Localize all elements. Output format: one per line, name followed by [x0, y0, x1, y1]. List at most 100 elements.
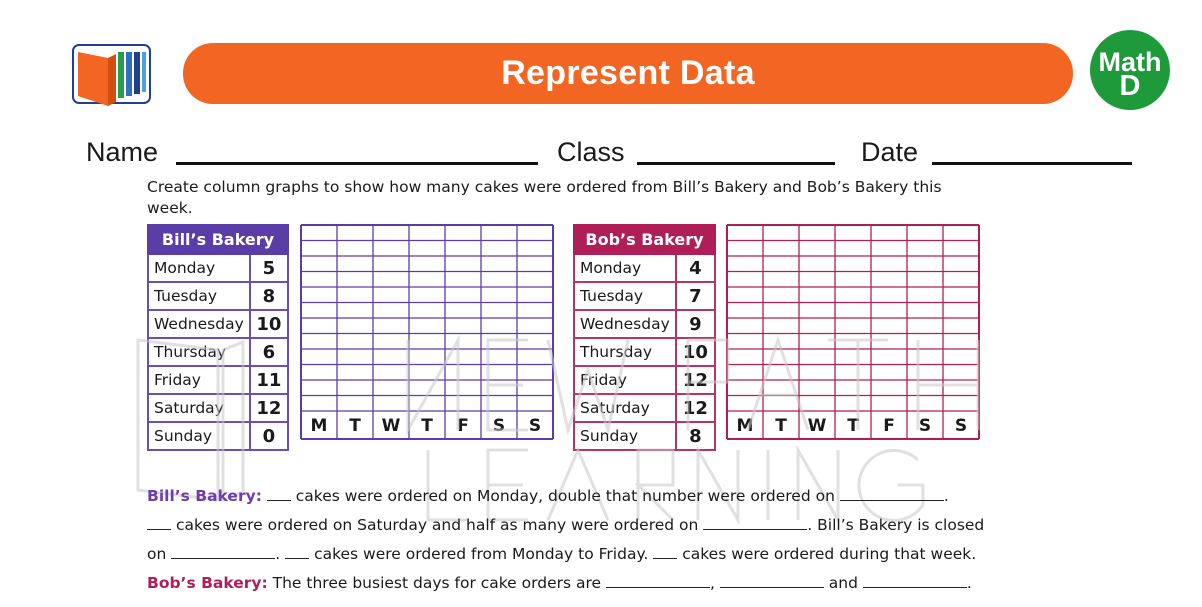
class-label: Class [557, 137, 625, 167]
value-cell: 8 [674, 421, 717, 451]
class-field[interactable] [637, 162, 835, 165]
subject-badge: Math D [1090, 30, 1170, 110]
name-field[interactable] [176, 162, 538, 165]
bill-bakery-table: Bill’s Bakery Monday 5 Tuesday 8 Wednesday 10… [147, 224, 290, 451]
answer-blank[interactable] [703, 515, 808, 530]
badge-level: D [1119, 70, 1141, 102]
title-banner: Represent Data [183, 43, 1073, 104]
question-line-3: on . cakes were ordered from Monday to F… [147, 544, 976, 563]
grid-day-label: S [918, 416, 932, 436]
day-cell: Wednesday [573, 309, 677, 339]
table-row: Thursday 10 [573, 337, 717, 367]
question-text: . [275, 545, 281, 563]
page-title: Represent Data [501, 54, 755, 92]
day-cell: Tuesday [573, 281, 677, 311]
value-cell: 12 [674, 365, 717, 395]
table-row: Thursday 6 [147, 337, 290, 367]
grid-day-label: S [528, 416, 542, 436]
answer-blank[interactable] [266, 486, 291, 501]
table-row: Wednesday 9 [573, 309, 717, 339]
value-cell: 7 [674, 281, 717, 311]
table-row: Sunday 0 [147, 421, 290, 451]
grid-day-label: T [349, 416, 361, 436]
bob-bakery-table: Bob’s Bakery Monday 4 Tuesday 7 Wednesday 9 Th… [573, 224, 717, 451]
question-text: cakes were ordered on Monday, double tha… [295, 487, 835, 505]
day-cell: Monday [147, 253, 251, 283]
question-line-1: Bill’s Bakery: cakes were ordered on Mon… [147, 486, 949, 505]
day-cell: Monday [573, 253, 677, 283]
table-row: Saturday 12 [147, 393, 290, 423]
question-text: . [966, 574, 972, 592]
value-cell: 4 [674, 253, 717, 283]
date-label: Date [861, 137, 919, 167]
grid-day-label: F [883, 416, 895, 436]
table-row: Wednesday 10 [147, 309, 290, 339]
answer-blank[interactable] [839, 486, 944, 501]
grid-day-label: S [954, 416, 968, 436]
bill-table-title: Bill’s Bakery [147, 224, 289, 255]
table-row: Friday 11 [147, 365, 290, 395]
date-field[interactable] [932, 162, 1132, 165]
grid-day-label: T [421, 416, 433, 436]
grid-day-label: S [492, 416, 506, 436]
bob-bakery-label: Bob’s Bakery: [147, 574, 268, 592]
value-cell: 10 [248, 309, 290, 339]
instructions-text: Create column graphs to show how many ca… [147, 178, 942, 217]
grid-day-label: F [457, 416, 469, 436]
bill-bakery-label: Bill’s Bakery: [147, 487, 262, 505]
value-cell: 10 [674, 337, 717, 367]
value-cell: 0 [248, 421, 290, 451]
question-text: . Bill’s Bakery is closed [807, 516, 985, 534]
grid-day-label: T [847, 416, 859, 436]
question-text: cakes were ordered on Saturday and half … [175, 516, 699, 534]
answer-blank[interactable] [285, 544, 310, 559]
day-cell: Saturday [147, 393, 251, 423]
value-cell: 5 [248, 253, 290, 283]
value-cell: 9 [674, 309, 717, 339]
value-cell: 8 [248, 281, 290, 311]
table-row: Tuesday 8 [147, 281, 290, 311]
question-text: , [709, 574, 715, 592]
badge-subject: Math [1098, 47, 1162, 77]
question-text: The three busiest days for cake orders a… [272, 574, 602, 592]
table-row: Tuesday 7 [573, 281, 717, 311]
grid-day-label: M [310, 416, 328, 436]
table-row: Friday 12 [573, 365, 717, 395]
day-cell: Thursday [147, 337, 251, 367]
grid-day-label: M [736, 416, 754, 436]
question-text: cakes were ordered from Monday to Friday… [314, 545, 649, 563]
answer-blank[interactable] [862, 573, 967, 588]
answer-blank[interactable] [605, 573, 710, 588]
value-cell: 6 [248, 337, 290, 367]
day-cell: Saturday [573, 393, 677, 423]
question-text: and [828, 574, 858, 592]
value-cell: 12 [248, 393, 290, 423]
answer-blank[interactable] [719, 573, 824, 588]
day-cell: Thursday [573, 337, 677, 367]
answer-blank[interactable] [147, 515, 171, 530]
day-cell: Sunday [573, 421, 677, 451]
table-row: Monday 4 [573, 253, 717, 283]
question-text: cakes were ordered during that week. [682, 545, 977, 563]
grid-day-label: T [775, 416, 787, 436]
table-row: Saturday 12 [573, 393, 717, 423]
day-cell: Wednesday [147, 309, 251, 339]
day-cell: Tuesday [147, 281, 251, 311]
value-cell: 12 [674, 393, 717, 423]
day-cell: Sunday [147, 421, 251, 451]
publisher-logo [72, 44, 152, 110]
day-cell: Friday [573, 365, 677, 395]
bob-table-title: Bob’s Bakery [573, 224, 716, 255]
answer-blank[interactable] [653, 544, 678, 559]
question-line-4: Bob’s Bakery: The three busiest days for… [147, 573, 972, 592]
grid-day-label: W [381, 416, 401, 436]
grid-day-label: W [807, 416, 827, 436]
day-cell: Friday [147, 365, 251, 395]
table-row: Monday 5 [147, 253, 290, 283]
table-row: Sunday 8 [573, 421, 717, 451]
question-text: on [147, 545, 167, 563]
value-cell: 11 [248, 365, 290, 395]
answer-blank[interactable] [171, 544, 276, 559]
